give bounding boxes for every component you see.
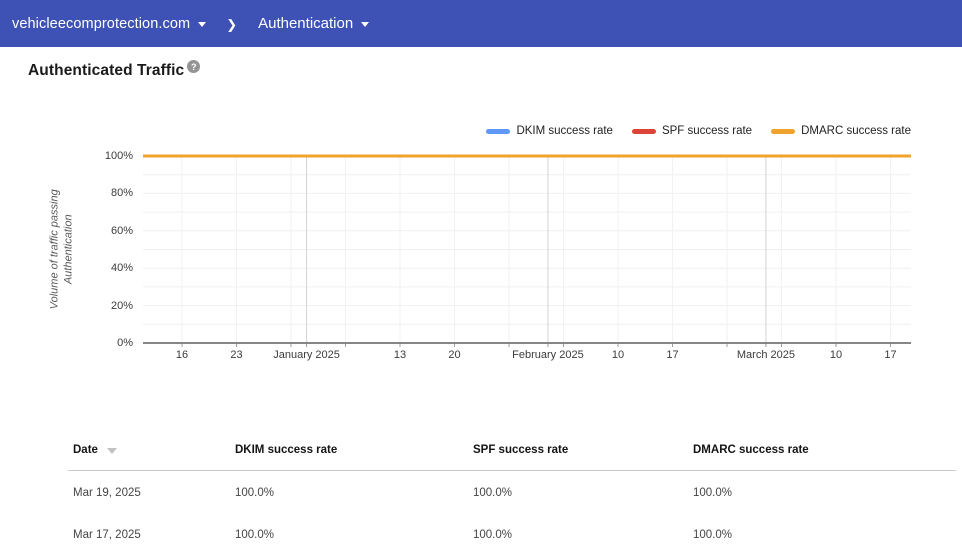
x-axis-tick-label: 17 <box>884 349 897 361</box>
y-axis-tick-label: 40% <box>110 262 133 275</box>
domain-dropdown-label: vehicleecomprotection.com <box>12 15 191 32</box>
section-dropdown[interactable]: Authentication <box>258 15 370 32</box>
cell-date: Mar 19, 2025 <box>73 487 141 499</box>
x-axis-tick-label: 16 <box>175 349 189 361</box>
cell-dmarc: 100.0% <box>693 529 733 541</box>
sort-descending-icon <box>106 447 117 454</box>
dkim-line-swatch <box>486 128 511 134</box>
dmarc-line-swatch <box>771 128 796 134</box>
col-header-dkim: DKIM success rate <box>235 444 338 456</box>
page-title: Authenticated Traffic <box>28 62 185 79</box>
y-axis-tick-label: 0% <box>117 337 133 349</box>
table-header-divider <box>68 470 956 471</box>
page-header: Authenticated Traffic ? <box>28 60 201 80</box>
x-axis-month-label: February 2025 <box>512 349 584 361</box>
cell-spf: 100.0% <box>473 487 513 499</box>
x-axis-tick-label: 20 <box>448 349 461 361</box>
authentication-line-chart <box>143 154 911 347</box>
spf-line-swatch <box>631 128 656 134</box>
x-axis-tick-label: 10 <box>829 349 843 361</box>
legend-label: DMARC success rate <box>801 125 911 137</box>
chevron-down-icon <box>361 22 370 27</box>
legend-item-dkim: DKIM success rate <box>486 125 613 137</box>
y-axis-tick-label: 80% <box>110 187 133 200</box>
legend-item-dmarc: DMARC success rate <box>771 125 911 137</box>
x-axis-tick-label: 23 <box>230 349 243 361</box>
table-row: Mar 17, 2025 100.0% 100.0% 100.0% <box>0 529 962 545</box>
col-header-date[interactable]: Date <box>73 444 117 456</box>
x-axis-tick-label: 13 <box>393 349 407 361</box>
chevron-down-icon <box>198 22 207 27</box>
y-axis-tick-label: 100% <box>104 150 133 162</box>
legend-label: DKIM success rate <box>516 125 613 137</box>
legend-item-spf: SPF success rate <box>631 125 753 137</box>
y-axis-tick-label: 60% <box>110 224 133 237</box>
x-axis-month-label: March 2025 <box>736 349 795 361</box>
section-dropdown-label: Authentication <box>258 15 354 32</box>
x-axis-tick-label: 10 <box>611 349 625 361</box>
col-header-spf: SPF success rate <box>473 444 569 456</box>
x-axis-month-label: January 2025 <box>273 349 340 361</box>
cell-dmarc: 100.0% <box>693 487 733 499</box>
cell-date: Mar 17, 2025 <box>73 529 141 541</box>
top-nav: vehicleecomprotection.com ❯ Authenticati… <box>0 0 962 47</box>
legend-label: SPF success rate <box>661 125 753 137</box>
x-axis-tick-label: 17 <box>666 349 679 361</box>
help-icon[interactable]: ? <box>187 60 201 73</box>
table-header-row: Date DKIM success rate SPF success rate … <box>0 444 962 460</box>
table-row: Mar 19, 2025 100.0% 100.0% 100.0% <box>0 487 962 503</box>
domain-dropdown[interactable]: vehicleecomprotection.com <box>12 15 207 32</box>
chart-legend: DKIM success rate SPF success rate DMARC… <box>486 125 911 137</box>
cell-dkim: 100.0% <box>235 529 275 541</box>
cell-spf: 100.0% <box>473 529 513 541</box>
y-axis-tick-label: 20% <box>110 299 133 312</box>
y-axis-title: Volume of traffic passing Authentication <box>48 189 75 310</box>
chevron-right-icon: ❯ <box>226 17 238 32</box>
cell-dkim: 100.0% <box>235 487 275 499</box>
col-header-dmarc: DMARC success rate <box>693 444 809 456</box>
